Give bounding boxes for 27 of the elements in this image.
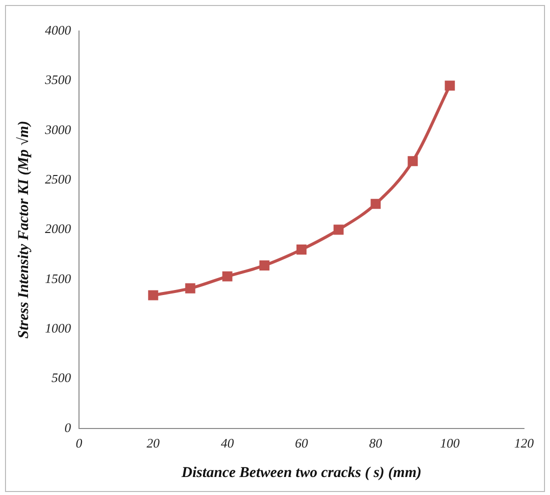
point <box>444 80 455 91</box>
x-tick-label: 40 <box>220 436 234 451</box>
point <box>408 156 418 166</box>
y-tick-label: 2000 <box>45 221 72 236</box>
y-tick-label: 3500 <box>44 72 72 88</box>
point <box>370 198 381 209</box>
x-tick-label: 80 <box>369 436 383 451</box>
y-tick-label: 4000 <box>45 22 72 38</box>
y-tick-label: 3000 <box>44 122 72 137</box>
x-tick-label: 60 <box>295 436 308 451</box>
point <box>148 290 158 300</box>
point <box>222 271 232 282</box>
x-tick-label: 100 <box>440 436 460 451</box>
x-axis-title: Distance Between two cracks ( s) (mm) <box>180 464 422 481</box>
y-axis-title: Stress Intensity Factor KI (Mp √m) <box>16 120 32 339</box>
x-tick-label: 120 <box>514 436 534 451</box>
point <box>296 244 307 255</box>
y-tick-label: 1500 <box>45 270 72 286</box>
y-tick-label: 1000 <box>45 320 72 336</box>
y-tick-label: 500 <box>52 370 72 386</box>
point <box>259 260 270 270</box>
x-tick-label: 0 <box>76 436 83 451</box>
point <box>334 224 344 235</box>
y-tick-label: 2500 <box>45 171 72 186</box>
y-tick-label: 0 <box>64 420 72 435</box>
x-tick-label: 20 <box>146 436 160 451</box>
point <box>185 283 196 294</box>
